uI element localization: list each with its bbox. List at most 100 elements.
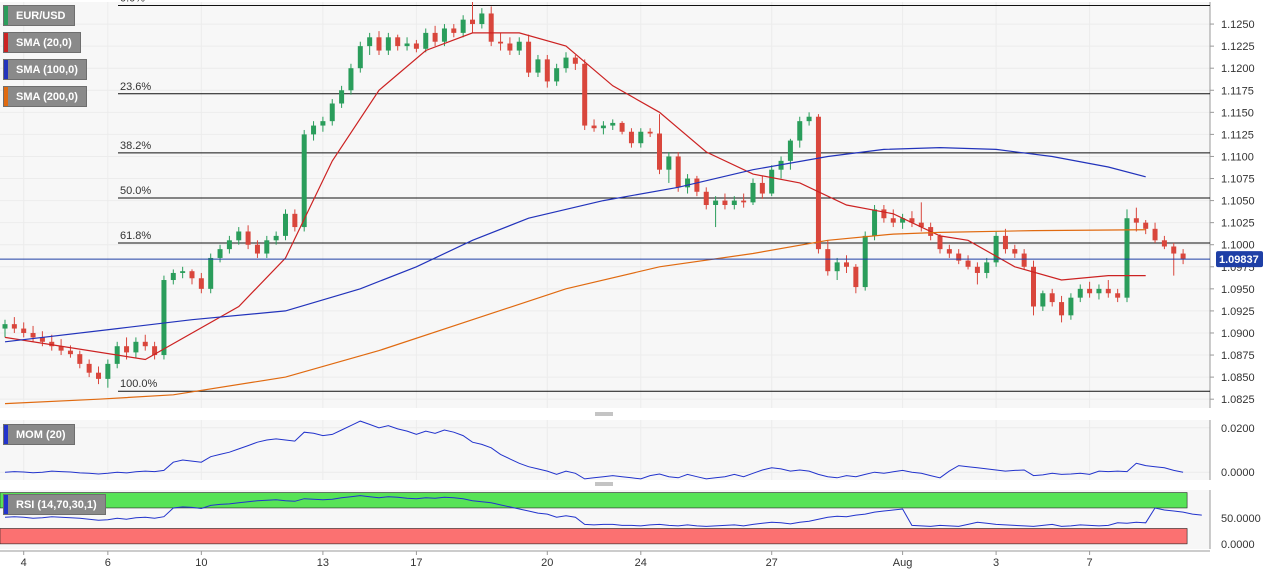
candle-bearish[interactable] <box>974 266 980 273</box>
sma20-line[interactable] <box>4 32 1146 361</box>
candle-bullish[interactable] <box>311 125 317 135</box>
candle-bearish[interactable] <box>1105 288 1111 294</box>
candle-bearish[interactable] <box>694 178 700 192</box>
candle-bearish[interactable] <box>152 346 158 356</box>
rsi-panel[interactable]: 50.0000 0.0000 <box>0 490 1261 551</box>
candle-bearish[interactable] <box>909 218 915 223</box>
candle-bearish[interactable] <box>39 337 45 342</box>
candle-bearish[interactable] <box>67 350 73 355</box>
candle-bearish[interactable] <box>591 125 597 129</box>
candle-bearish[interactable] <box>825 249 831 272</box>
candle-bearish[interactable] <box>1012 249 1018 254</box>
legend-sma200[interactable]: SMA (200,0) <box>3 86 87 107</box>
candle-bullish[interactable] <box>170 272 176 281</box>
candle-bearish[interactable] <box>292 213 298 228</box>
candle-bearish[interactable] <box>853 266 859 288</box>
legend-rsi[interactable]: RSI (14,70,30,1) <box>3 494 106 515</box>
legend-sma20[interactable]: SMA (20,0) <box>3 32 81 53</box>
candle-bullish[interactable] <box>535 59 541 73</box>
candle-bullish[interactable] <box>731 200 737 205</box>
candle-bullish[interactable] <box>479 13 485 25</box>
candle-bullish[interactable] <box>133 341 139 353</box>
candle-bullish[interactable] <box>787 140 793 161</box>
candle-bullish[interactable] <box>600 125 606 129</box>
candle-bearish[interactable] <box>30 332 36 338</box>
candle-bearish[interactable] <box>142 341 148 347</box>
candle-bearish[interactable] <box>937 235 943 250</box>
candle-bearish[interactable] <box>21 328 27 333</box>
candle-bullish[interactable] <box>516 41 522 51</box>
candle-bearish[interactable] <box>1002 235 1008 250</box>
candle-bearish[interactable] <box>254 244 260 254</box>
candle-bearish[interactable] <box>470 19 475 25</box>
candle-bearish[interactable] <box>619 122 625 132</box>
candle-bearish[interactable] <box>432 32 438 42</box>
candle-bullish[interactable] <box>1124 218 1130 298</box>
candle-bearish[interactable] <box>582 63 588 126</box>
candle-bullish[interactable] <box>320 121 326 126</box>
candle-bullish[interactable] <box>348 68 354 91</box>
candle-bullish[interactable] <box>666 156 672 170</box>
legend-mom[interactable]: MOM (20) <box>3 424 75 445</box>
candle-bullish[interactable] <box>610 122 616 126</box>
candle-bullish[interactable] <box>161 280 167 356</box>
candle-bearish[interactable] <box>1049 293 1055 303</box>
legend-sma100[interactable]: SMA (100,0) <box>3 59 87 80</box>
candle-bearish[interactable] <box>881 209 887 219</box>
candle-bearish[interactable] <box>198 278 204 289</box>
candle-bullish[interactable] <box>208 257 214 289</box>
candle-bullish[interactable] <box>2 324 8 329</box>
candle-bullish[interactable] <box>367 37 373 47</box>
candle-bullish[interactable] <box>460 19 466 33</box>
candle-bearish[interactable] <box>1180 253 1186 259</box>
candle-bullish[interactable] <box>1096 288 1102 294</box>
candle-bullish[interactable] <box>993 235 999 263</box>
candle-bullish[interactable] <box>713 200 719 205</box>
candle-bearish[interactable] <box>1133 218 1139 223</box>
candle-bearish[interactable] <box>703 191 709 205</box>
candle-bearish[interactable] <box>77 354 83 364</box>
candle-bullish[interactable] <box>385 37 391 51</box>
candle-bullish[interactable] <box>301 134 307 228</box>
candle-bearish[interactable] <box>647 131 653 134</box>
candle-bullish[interactable] <box>180 271 186 273</box>
candle-bearish[interactable] <box>395 37 401 47</box>
candle-bearish[interactable] <box>49 341 55 347</box>
candle-bearish[interactable] <box>544 59 550 82</box>
candle-bullish[interactable] <box>797 121 803 141</box>
candle-bullish[interactable] <box>1068 297 1074 316</box>
candle-bearish[interactable] <box>376 37 382 51</box>
candle-bearish[interactable] <box>1087 288 1093 294</box>
candle-bearish[interactable] <box>675 156 681 188</box>
candle-bearish[interactable] <box>498 41 504 44</box>
candle-bearish[interactable] <box>890 218 896 223</box>
candle-bullish[interactable] <box>264 240 270 254</box>
candle-bullish[interactable] <box>273 235 279 241</box>
candle-bullish[interactable] <box>329 103 335 122</box>
candle-bearish[interactable] <box>844 262 849 267</box>
candle-bearish[interactable] <box>741 200 747 203</box>
candle-bearish[interactable] <box>628 131 634 144</box>
candle-bearish[interactable] <box>11 324 17 329</box>
candle-bullish[interactable] <box>423 32 429 49</box>
candle-bearish[interactable] <box>96 372 101 379</box>
candle-bullish[interactable] <box>404 43 410 47</box>
candle-bearish[interactable] <box>759 182 765 194</box>
sma200-line[interactable] <box>4 229 1146 405</box>
candle-bullish[interactable] <box>236 231 242 241</box>
price-panel[interactable]: 1.1250 1.1225 1.1200 1.1175 1.1150 1.1125 1.11… <box>0 0 1263 486</box>
candle-bearish[interactable] <box>413 43 419 49</box>
candle-bullish[interactable] <box>441 28 447 42</box>
candle-bearish[interactable] <box>189 271 195 279</box>
candle-bearish[interactable] <box>1152 228 1158 241</box>
candle-bullish[interactable] <box>554 68 560 82</box>
candle-bearish[interactable] <box>657 133 662 170</box>
candle-bearish[interactable] <box>58 346 64 351</box>
candle-bearish[interactable] <box>1143 222 1149 229</box>
sma100-line[interactable] <box>4 146 1146 343</box>
candle-bearish[interactable] <box>526 41 532 73</box>
candle-bearish[interactable] <box>815 116 821 250</box>
candle-bullish[interactable] <box>806 116 812 122</box>
